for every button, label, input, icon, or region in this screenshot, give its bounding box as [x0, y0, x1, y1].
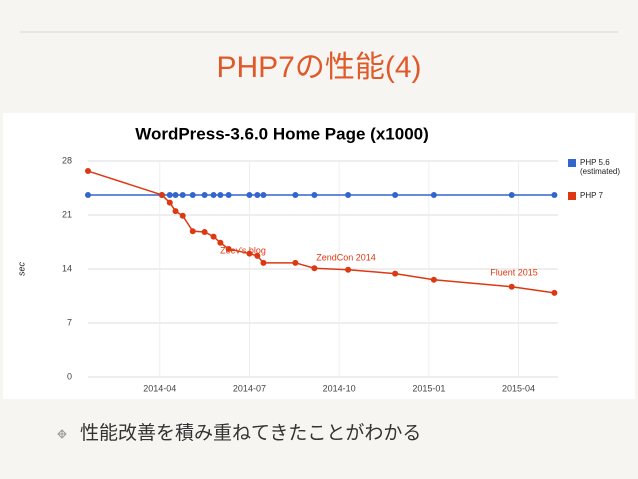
y-tick-label: 28	[62, 155, 72, 165]
data-point	[260, 191, 267, 198]
data-point	[189, 191, 196, 198]
data-point	[551, 191, 558, 198]
legend-swatch	[568, 192, 576, 200]
x-tick-label: 2015-01	[412, 383, 445, 393]
data-point	[260, 259, 267, 266]
slide-title: PHP7の性能(4)	[216, 51, 421, 84]
data-point	[246, 250, 253, 257]
annotation: Fluent 2015	[490, 267, 538, 277]
data-point	[292, 191, 299, 198]
data-point	[210, 191, 217, 198]
data-point	[246, 191, 253, 198]
data-point	[430, 191, 437, 198]
legend-label: PHP 7	[580, 191, 603, 200]
bullet-text: 性能改善を積み重ねてきたことがわかる	[80, 422, 421, 444]
chart-title: WordPress-3.6.0 Home Page (x1000)	[135, 124, 429, 143]
data-point	[392, 270, 399, 277]
data-point	[210, 233, 217, 240]
y-tick-label: 0	[67, 371, 72, 381]
data-point	[166, 199, 173, 206]
data-point	[201, 228, 208, 235]
data-point	[311, 191, 318, 198]
y-tick-label: 7	[67, 317, 72, 327]
data-point	[225, 191, 232, 198]
data-point	[551, 289, 558, 296]
data-point	[172, 208, 179, 215]
data-point	[172, 191, 179, 198]
data-point	[292, 259, 299, 266]
data-point	[179, 212, 186, 219]
y-tick-label: 21	[62, 209, 72, 219]
data-point	[225, 245, 232, 252]
data-point	[189, 228, 196, 235]
data-point	[392, 191, 399, 198]
legend-label: PHP 5.6 (estimated)	[580, 158, 621, 176]
data-point	[166, 191, 173, 198]
data-point	[311, 265, 318, 272]
data-point	[345, 266, 352, 273]
data-point	[254, 252, 261, 259]
data-point	[345, 191, 352, 198]
legend-entry: PHP 7	[568, 191, 636, 200]
data-point	[158, 191, 165, 198]
data-point	[85, 168, 91, 175]
x-tick-label: 2014-07	[233, 383, 266, 393]
y-tick-label: 14	[62, 263, 72, 273]
annotation: ZendCon 2014	[316, 252, 376, 262]
bullet-icon	[57, 429, 67, 439]
data-point	[201, 191, 208, 198]
legend-swatch	[568, 159, 576, 167]
y-axis-label: sec	[16, 262, 26, 277]
data-point	[508, 283, 515, 290]
x-tick-label: 2015-04	[502, 383, 535, 393]
data-point	[254, 191, 261, 198]
legend-entry: PHP 5.6 (estimated)	[568, 158, 636, 176]
data-point	[179, 191, 186, 198]
x-tick-label: 2014-10	[323, 383, 356, 393]
data-point	[85, 191, 91, 198]
data-point	[430, 276, 437, 283]
data-point	[217, 239, 224, 246]
data-point	[508, 191, 515, 198]
x-tick-label: 2014-04	[143, 383, 176, 393]
data-point	[217, 191, 224, 198]
annotation: Zeev's blog	[220, 245, 266, 255]
